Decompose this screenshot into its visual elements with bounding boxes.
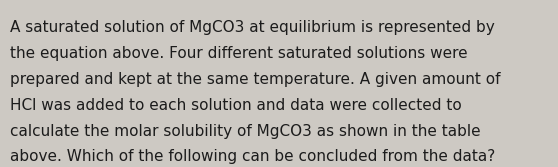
Text: the equation above. Four different saturated solutions were: the equation above. Four different satur… xyxy=(10,46,468,61)
Text: HCl was added to each solution and data were collected to: HCl was added to each solution and data … xyxy=(10,98,462,113)
Text: A saturated solution of MgCO3 at equilibrium is represented by: A saturated solution of MgCO3 at equilib… xyxy=(10,20,495,35)
Text: calculate the molar solubility of MgCO3 as shown in the table: calculate the molar solubility of MgCO3 … xyxy=(10,124,480,139)
Text: prepared and kept at the same temperature. A given amount of: prepared and kept at the same temperatur… xyxy=(10,72,501,87)
Text: above. Which of the following can be concluded from the data?: above. Which of the following can be con… xyxy=(10,149,496,164)
